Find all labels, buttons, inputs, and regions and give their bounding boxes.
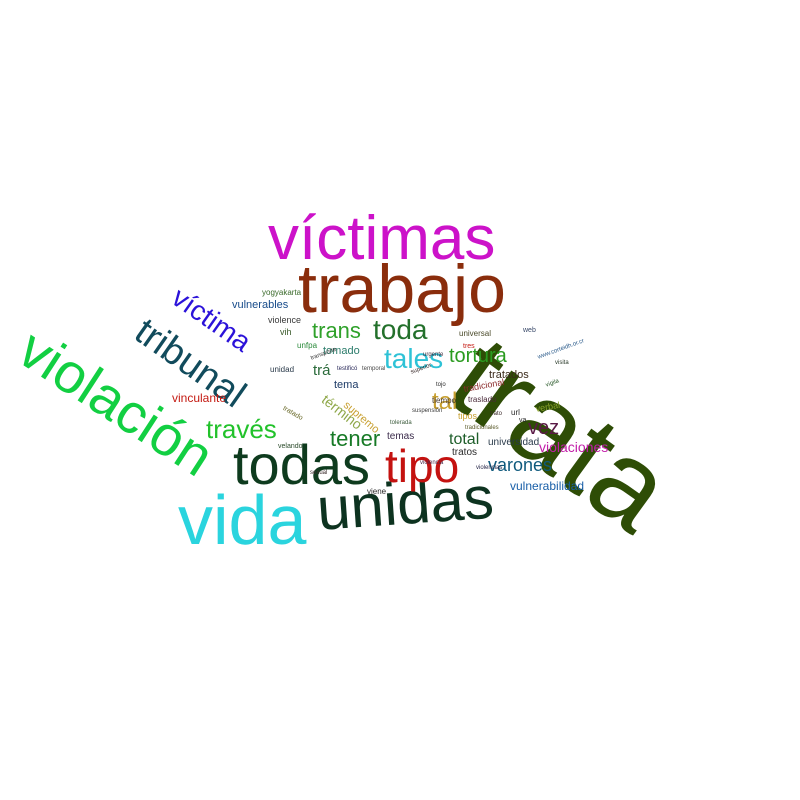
word-trato: trato [490,411,503,417]
word-tiempo: tiempo [432,396,457,405]
word-tratado: tratado [281,405,304,422]
word-tojo: tojo [436,382,446,388]
word-varones: varones [488,455,553,475]
word-temas: temas [387,431,415,442]
word-trabajo: trabajo [298,251,506,327]
word-vida: vida [178,481,307,559]
word-testifico: testificó [337,366,358,372]
word-traves: través [206,414,277,444]
word-tal: tal [432,388,458,415]
word-tratados: tratados [489,369,529,381]
word-tomado: tomado [323,345,360,357]
word-violencias: violencias [476,465,503,471]
word-trans: trans [312,318,361,343]
word-tradicionales: tradicionales [465,425,499,431]
word-total: total [449,431,480,448]
word-tener: tener [330,426,381,451]
word-todas: todas [233,433,370,496]
word-tema: tema [334,379,359,391]
word-urgente: urgente [423,352,444,358]
word-suspension: suspensión [412,408,443,414]
word-velando: velando [278,443,303,450]
word-traslado: traslado [468,395,497,404]
word-tortura: tortura [449,345,507,367]
word-tolerada: tolerada [390,420,412,426]
word-universidad: universidad [488,437,540,448]
word-unfpa: unfpa [297,341,318,350]
word-unidad: unidad [270,365,295,374]
word-sexual: sexual [310,470,328,476]
word-yogyakarta: yogyakarta [262,288,302,297]
word-vulnerables: vulnerables [232,299,289,311]
word-tales: tales [384,343,444,374]
word-tipo: tipo [385,440,460,492]
word-tipos: tipos [458,411,478,421]
word-vez: vez [528,417,560,439]
word-va: va [519,417,527,424]
word-tratos: tratos [452,447,478,458]
word-vinculante: vinculante [172,391,227,405]
word-tres: tres [463,343,475,350]
word-victimas: víctimas [268,204,496,273]
word-violencia: violencia [420,460,444,466]
word-violaciones: violaciones [539,439,609,455]
word-web: web [523,327,536,334]
word-vulnerabilidad: vulnerabilidad [510,479,585,493]
word-url: url [511,408,520,417]
word-violence: violence [268,315,302,325]
word-temporal: temporal [362,366,386,372]
word-viene: viene [367,487,387,496]
word-tra: trá [313,362,331,379]
word-universal: universal [459,329,492,338]
word-vih: vih [280,327,292,337]
word-visita: visita [555,360,569,366]
word-toda: toda [373,314,428,345]
